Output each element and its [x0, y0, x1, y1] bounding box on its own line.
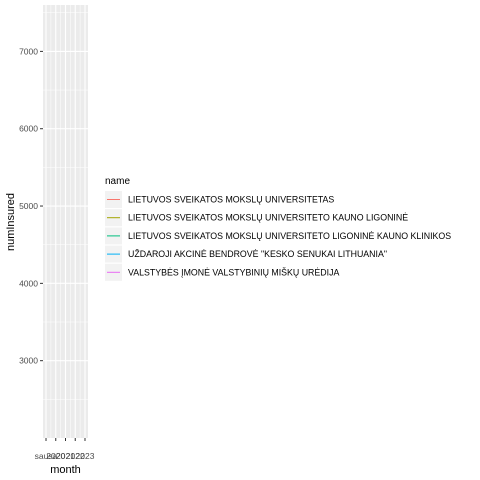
legend-label: LIETUVOS SVEIKATOS MOKSLŲ UNIVERSITETAS [128, 195, 334, 205]
y-tick-label: 6000 [19, 124, 38, 134]
legend-items: LIETUVOS SVEIKATOS MOKSLŲ UNIVERSITETAS L… [105, 191, 451, 281]
legend-label: LIETUVOS SVEIKATOS MOKSLŲ UNIVERSITETO L… [128, 231, 451, 241]
x-tick-label: 2020 [46, 451, 65, 461]
y-tick-label: 5000 [19, 201, 38, 211]
y-axis-title: numInsured [5, 193, 17, 251]
x-tick-label: 2023 [76, 451, 95, 461]
x-tick-label: sausa [35, 451, 58, 461]
legend-title: name [105, 176, 130, 187]
legend: name LIETUVOS SVEIKATOS MOKSLŲ UNIVERSIT… [105, 176, 451, 281]
x-tick-label: 2021 [56, 451, 75, 461]
y-tick-label: 4000 [19, 278, 38, 288]
legend-label: LIETUVOS SVEIKATOS MOKSLŲ UNIVERSITETO K… [128, 213, 408, 223]
x-tick-label: 2022 [66, 451, 85, 461]
y-tick-label: 7000 [19, 46, 38, 56]
grid-lines [43, 5, 88, 438]
y-tick-label: 3000 [19, 356, 38, 366]
x-axis-title: month [50, 464, 81, 476]
legend-label: VALSTYBĖS ĮMONĖ VALSTYBINIŲ MIŠKŲ URĖDIJ… [128, 267, 339, 277]
y-axis: 3000 4000 5000 6000 7000 [19, 46, 43, 366]
legend-label: UŽDAROJI AKCINĖ BENDROVĖ "KESKO SENUKAI … [128, 249, 387, 259]
